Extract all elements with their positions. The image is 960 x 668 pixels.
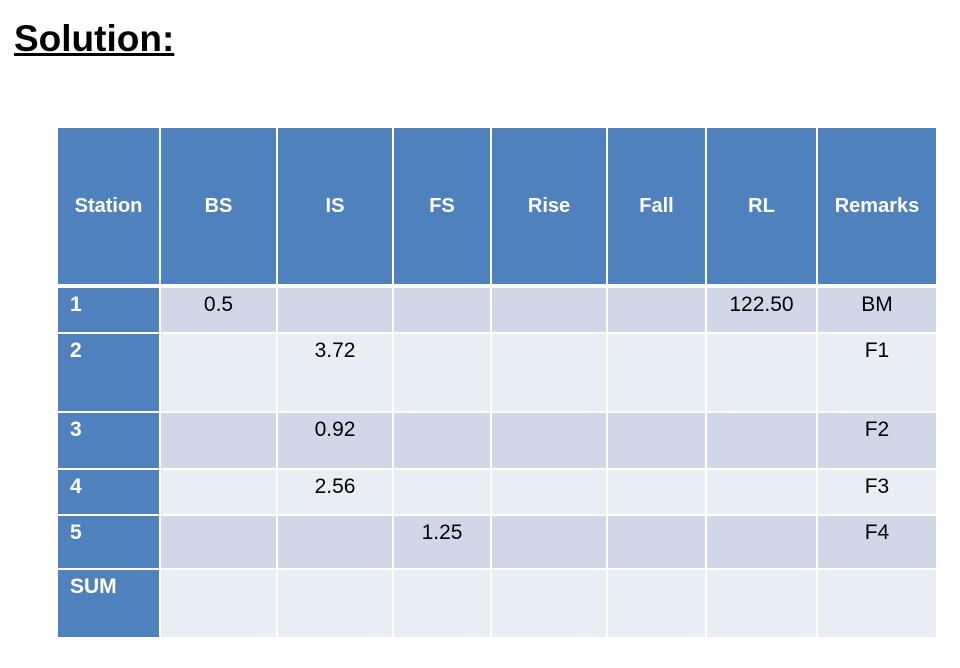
table-cell	[393, 469, 491, 515]
table-cell: F2	[817, 412, 937, 469]
station-cell: SUM	[57, 569, 160, 638]
header-cell: RL	[706, 127, 817, 285]
table-cell	[706, 515, 817, 569]
table-cell: F1	[817, 333, 937, 412]
table-cell	[607, 515, 706, 569]
header-cell: FS	[393, 127, 491, 285]
table-cell	[706, 569, 817, 638]
table-cell	[607, 287, 706, 333]
header-cell: BS	[160, 127, 277, 285]
table-cell	[607, 469, 706, 515]
table-cell: 0.92	[277, 412, 393, 469]
table-cell	[277, 515, 393, 569]
table-cell	[393, 333, 491, 412]
table-cell: 2.56	[277, 469, 393, 515]
table-cell	[160, 333, 277, 412]
header-cell: Remarks	[817, 127, 937, 285]
table-cell	[491, 569, 607, 638]
table-cell	[607, 412, 706, 469]
table-cell	[706, 412, 817, 469]
header-cell: Station	[57, 127, 160, 285]
slide-title: Solution:	[14, 18, 175, 59]
table-cell	[491, 469, 607, 515]
table-cell	[817, 569, 937, 638]
station-cell: 4	[57, 469, 160, 515]
table-cell	[491, 515, 607, 569]
station-cell: 3	[57, 412, 160, 469]
table-cell	[491, 412, 607, 469]
header-cell: Fall	[607, 127, 706, 285]
table-cell: 0.5	[160, 287, 277, 333]
header-cell: IS	[277, 127, 393, 285]
station-cell: 5	[57, 515, 160, 569]
table-cell	[393, 569, 491, 638]
table-cell	[393, 287, 491, 333]
header-cell: Rise	[491, 127, 607, 285]
table-cell	[393, 412, 491, 469]
table-cell: 122.50	[706, 287, 817, 333]
table-cell: F3	[817, 469, 937, 515]
table-cell: F4	[817, 515, 937, 569]
table-cell	[491, 333, 607, 412]
table-cell	[160, 515, 277, 569]
table-cell	[607, 569, 706, 638]
table-cell	[706, 469, 817, 515]
table-cell	[160, 569, 277, 638]
table-cell	[160, 412, 277, 469]
table-cell	[277, 569, 393, 638]
table-cell: 3.72	[277, 333, 393, 412]
station-cell: 2	[57, 333, 160, 412]
station-cell: 1	[57, 287, 160, 333]
table-cell	[607, 333, 706, 412]
table-cell: 1.25	[393, 515, 491, 569]
table-cell	[706, 333, 817, 412]
table-cell	[491, 287, 607, 333]
table-cell: BM	[817, 287, 937, 333]
table-cell	[160, 469, 277, 515]
table-cell	[277, 287, 393, 333]
